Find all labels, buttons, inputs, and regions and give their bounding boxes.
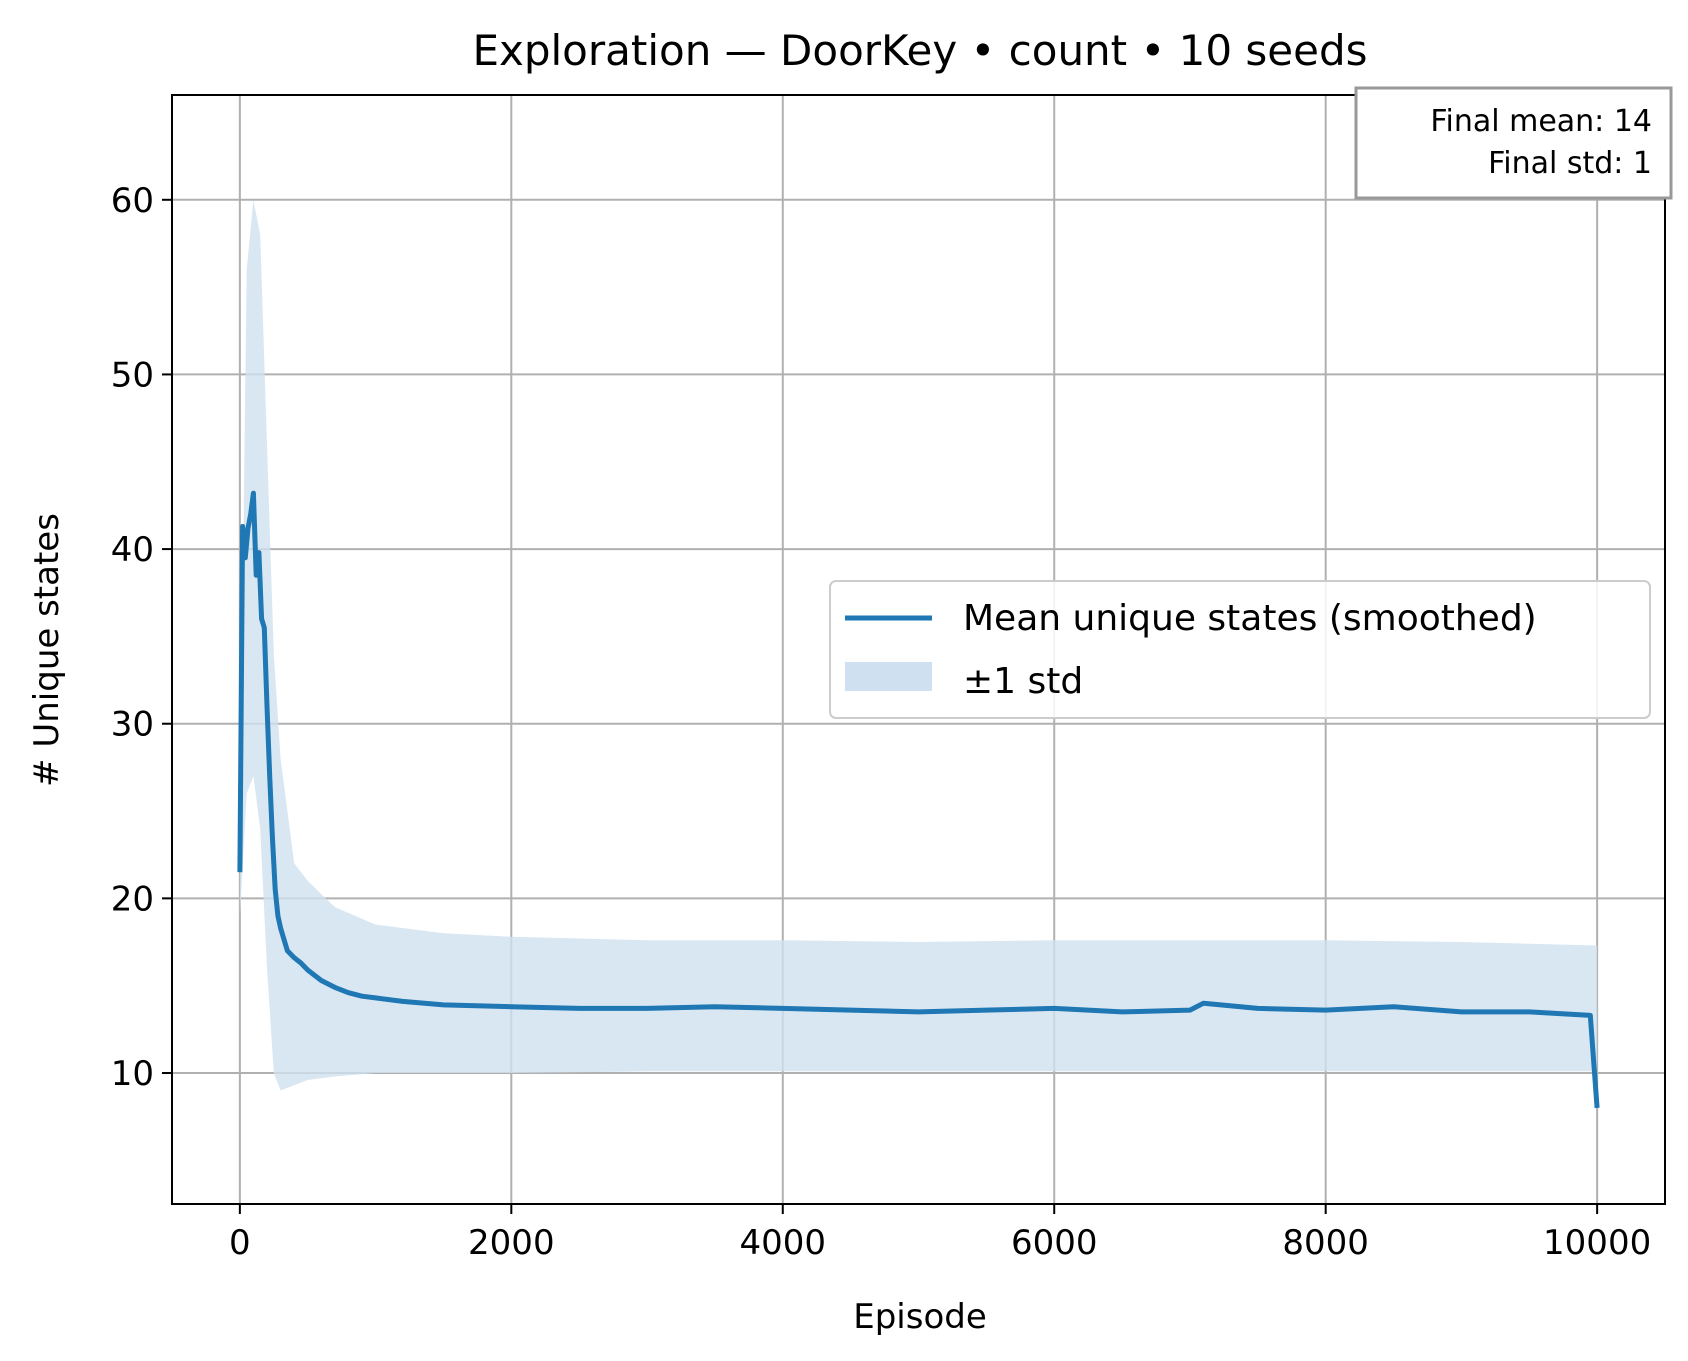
axis-ticks: 0 2000 4000 6000 8000 10000 10 20 30 40 50 60 [111, 181, 1651, 1263]
grid-lines [172, 95, 1665, 1204]
stats-final-std: Final std: 1 [1488, 146, 1652, 181]
y-tick-label: 60 [111, 181, 154, 221]
chart-title: Exploration — DoorKey • count • 10 seeds [472, 26, 1367, 75]
stats-box-frame [1354, 86, 1673, 200]
y-tick-label: 30 [111, 705, 154, 745]
stats-box: Final mean: 14 Final std: 1 [1354, 86, 1673, 200]
std-band [239, 199, 1598, 1091]
mean-line [237, 490, 1600, 1109]
x-tick-label: 6000 [1011, 1223, 1098, 1263]
legend: Mean unique states (smoothed) ±1 std [829, 580, 1651, 719]
y-tick-label: 10 [111, 1054, 154, 1094]
x-axis-label: Episode [853, 1297, 987, 1337]
y-tick-label: 20 [111, 879, 154, 919]
x-tick-label: 10000 [1543, 1223, 1651, 1263]
legend-label-mean: Mean unique states (smoothed) [963, 598, 1537, 639]
plot-frame [171, 94, 1666, 1205]
mean-line-layer [237, 490, 1600, 1109]
y-axis-label: # Unique states [27, 513, 67, 787]
legend-label-std: ±1 std [963, 661, 1083, 702]
std-band-layer [239, 199, 1598, 1091]
stats-final-mean: Final mean: 14 [1430, 104, 1652, 139]
legend-band-swatch [845, 662, 932, 691]
legend-frame [829, 580, 1651, 719]
x-tick-label: 2000 [468, 1223, 555, 1263]
x-tick-label: 8000 [1282, 1223, 1369, 1263]
x-tick-label: 4000 [740, 1223, 827, 1263]
y-tick-label: 50 [111, 355, 154, 395]
y-tick-label: 40 [111, 530, 154, 570]
x-tick-label: 0 [229, 1223, 251, 1263]
